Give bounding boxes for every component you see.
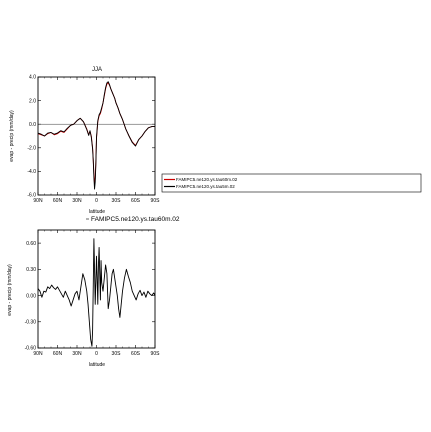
x-tick-label: 30N <box>72 351 82 357</box>
y-tick-label: -4.0 <box>27 169 36 175</box>
x-tick-label: 30S <box>112 198 122 204</box>
x-tick-label: 60N <box>53 351 63 357</box>
top-panel-x-ticks: 90N 60N 30N 0 30S 60S 90S <box>33 77 160 204</box>
top-panel-series-group <box>37 81 155 190</box>
legend-entry-2: FAMIPC5.ne120.ys.tau5m.02 <box>176 184 235 189</box>
top-panel-title: JJA <box>92 67 102 73</box>
bottom-panel-x-ticks: 90N 60N 30N 0 30S 60S 90S <box>33 230 160 357</box>
top-panel-x-axis-title: latitude <box>89 209 105 215</box>
bottom-panel-series-group <box>37 238 156 347</box>
x-tick-label: 60N <box>53 198 63 204</box>
legend: FAMIPC5.ne120.ys.tau60m.02 FAMIPC5.ne120… <box>161 173 422 193</box>
y-tick-label: -2.0 <box>27 146 36 152</box>
bottom-panel-y-ticks: -0.60 -0.30 0.00 0.30 0.60 <box>25 241 155 352</box>
legend-entry-1: FAMIPC5.ne120.ys.tau60m.02 <box>176 177 238 182</box>
bottom-panel-y-axis-title: evap - precip (mm/day) <box>7 264 13 316</box>
bottom-panel: FAMIPC5.ne120.ys.tau60m.02 -0.60 -0.30 0.0… <box>7 216 180 368</box>
legend-box <box>161 173 422 193</box>
y-tick-label: 0.60 <box>26 241 36 247</box>
x-tick-label: 0 <box>95 351 98 357</box>
y-tick-label: -0.30 <box>25 319 37 325</box>
x-tick-label: 90N <box>33 351 43 357</box>
series-line-2 <box>37 81 155 190</box>
y-tick-label: 0.30 <box>26 267 36 273</box>
y-tick-label: -0.60 <box>25 346 37 352</box>
y-tick-label: 0.0 <box>29 122 36 128</box>
bottom-panel-title: FAMIPC5.ne120.ys.tau60m.02 <box>91 216 180 223</box>
y-tick-label: 2.0 <box>29 98 36 104</box>
x-tick-label: 90S <box>151 198 161 204</box>
top-panel-y-ticks: -6.0 -4.0 -2.0 0.0 2.0 4.0 <box>27 75 155 199</box>
x-tick-label: 30N <box>72 198 82 204</box>
y-tick-label: 4.0 <box>29 75 36 81</box>
top-panel: JJA -6.0 -4.0 -2.0 0.0 2.0 4.0 90N 60N 30N 0 30S 6… <box>9 67 160 215</box>
x-tick-label: 60S <box>131 351 141 357</box>
y-tick-label: -6.0 <box>27 193 36 199</box>
x-tick-label: 90S <box>151 351 161 357</box>
x-tick-label: 30S <box>112 351 122 357</box>
top-panel-y-axis-title: evap - precip (mm/day) <box>9 110 15 162</box>
x-tick-label: 90N <box>33 198 43 204</box>
y-tick-label: 0.00 <box>26 293 36 299</box>
series-line-1 <box>37 238 156 347</box>
bottom-panel-x-axis-title: latitude <box>89 362 105 368</box>
x-tick-label: 0 <box>95 198 98 204</box>
x-tick-label: 60S <box>131 198 141 204</box>
